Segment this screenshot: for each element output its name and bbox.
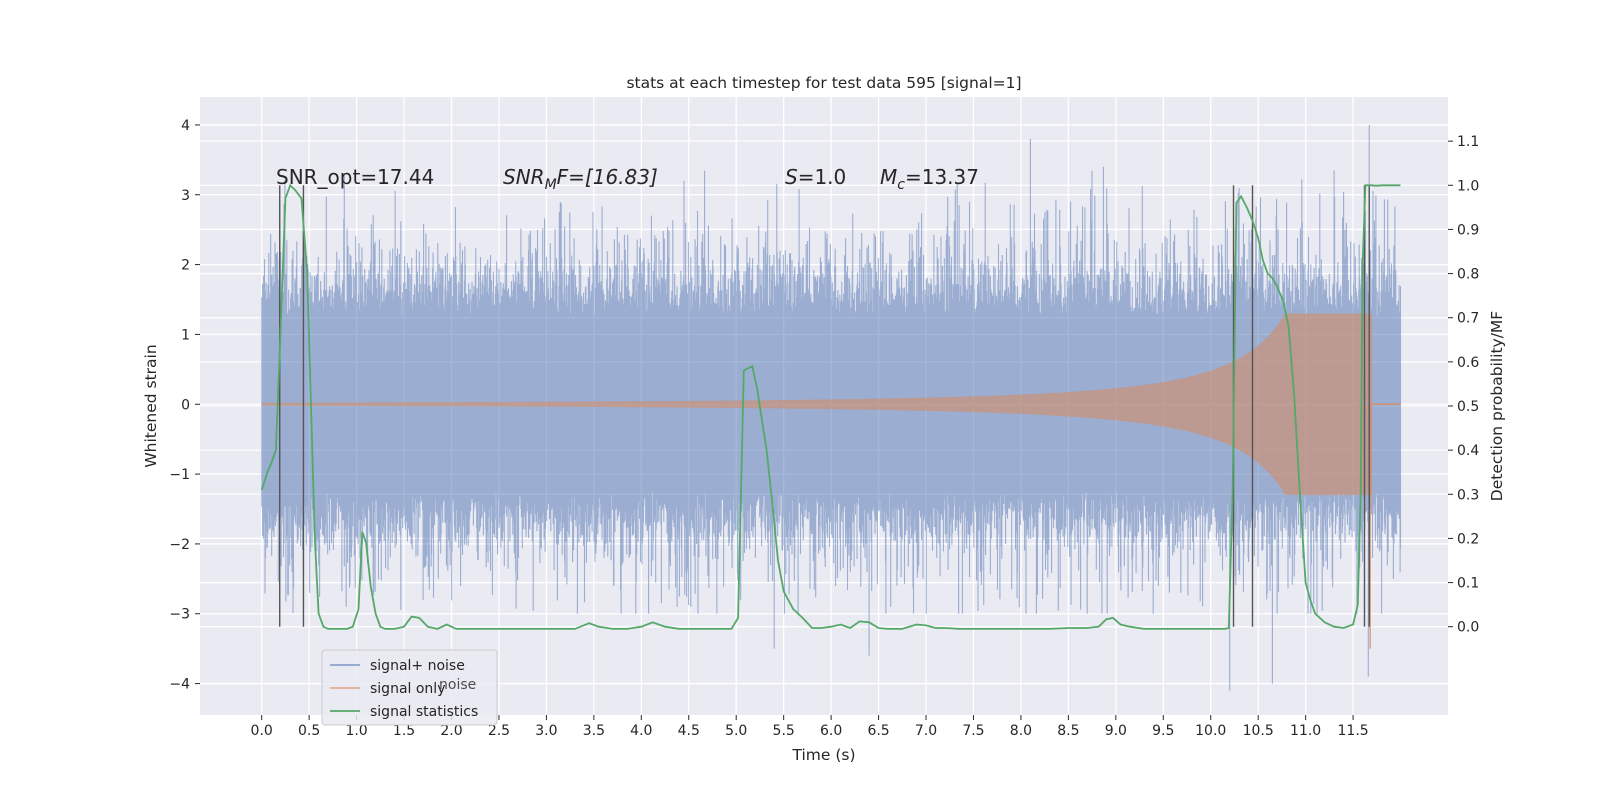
- annotation-snr-mf: SNRMF=[16.83]: [503, 165, 658, 193]
- x-tick-label: 10.0: [1195, 723, 1226, 739]
- y-right-tick-label: 0.7: [1457, 311, 1479, 327]
- y-right-tick-label: 0.6: [1457, 355, 1479, 371]
- annotation-snr-mf-main: SNR: [503, 165, 545, 189]
- chart-title: stats at each timestep for test data 595…: [626, 74, 1021, 92]
- signal-statistics-line: [260, 183, 1401, 630]
- legend-overlap-text: noise: [439, 677, 476, 693]
- legend: noise signal+ noise signal only signal s…: [321, 649, 498, 726]
- x-tick-label: 8.5: [1057, 723, 1079, 739]
- y-right-tick-label: 0.8: [1457, 267, 1479, 283]
- y-left-tick-label: −2: [169, 537, 190, 553]
- x-tick-label: 0.0: [251, 723, 273, 739]
- y-right-tick-label: 1.0: [1457, 178, 1479, 194]
- x-tick-label: 5.5: [773, 723, 795, 739]
- y-left-tick-label: 1: [181, 327, 190, 343]
- y-axis-right-label: Detection probability/MF: [1488, 311, 1506, 502]
- x-tick-label: 4.0: [630, 723, 652, 739]
- y-left-tick-label: −3: [169, 607, 190, 623]
- annotation-mc-main: M: [880, 165, 897, 189]
- y-right-tick-label: 0.3: [1457, 487, 1479, 503]
- y-right-tick-label: 0.4: [1457, 443, 1479, 459]
- y-left-tick-label: −4: [169, 677, 190, 693]
- annotation-mc-rest: =13.37: [905, 165, 979, 189]
- axis-ticks: 0.0 0.5 1.0 1.5 2.0 2.5 3.0 3.5 4.0 4.5 5.0 5.5 6.0 6…: [169, 118, 1479, 739]
- x-tick-label: 5.0: [725, 723, 747, 739]
- legend-entry-signal-only: signal only: [370, 681, 445, 697]
- x-tick-label: 4.5: [678, 723, 700, 739]
- y-left-tick-label: −1: [169, 467, 190, 483]
- x-tick-label: 2.0: [440, 723, 462, 739]
- x-tick-label: 3.5: [583, 723, 605, 739]
- y-left-tick-label: 2: [181, 258, 190, 274]
- annotation-s-main: S: [785, 165, 798, 189]
- statistics-trace: [260, 183, 1401, 630]
- y-left-tick-label: 3: [181, 188, 190, 204]
- strain-traces: [261, 124, 1402, 691]
- annotation-mc-sub: c: [897, 177, 905, 193]
- x-axis-label: Time (s): [791, 746, 855, 764]
- x-tick-label: 9.0: [1105, 723, 1127, 739]
- legend-entry-signal-statistics: signal statistics: [370, 704, 478, 720]
- annotation-snr-opt: SNR_opt=17.44: [276, 165, 434, 189]
- legend-box: [321, 649, 498, 726]
- x-tick-label: 7.0: [915, 723, 937, 739]
- vertical-markers: [279, 185, 1370, 627]
- y-right-tick-label: 0.9: [1457, 222, 1479, 238]
- y-axis-left-label: Whitened strain: [142, 344, 160, 467]
- annotation-snr-mf-rest: F=[16.83]: [557, 165, 658, 189]
- x-tick-label: 10.5: [1243, 723, 1274, 739]
- annotation-snr-mf-sub: M: [545, 177, 557, 193]
- annotation-s-rest: =1.0: [798, 165, 847, 189]
- x-tick-label: 1.5: [393, 723, 415, 739]
- y-left-tick-label: 0: [181, 397, 190, 413]
- y-left-tick-label: 4: [181, 118, 190, 134]
- y-right-tick-label: 0.2: [1457, 531, 1479, 547]
- x-tick-label: 7.5: [962, 723, 984, 739]
- y-right-tick-label: 0.0: [1457, 620, 1479, 636]
- x-tick-label: 6.5: [867, 723, 889, 739]
- annotation-mc: Mc=13.37: [880, 165, 979, 193]
- y-right-tick-label: 0.5: [1457, 399, 1479, 415]
- signal-only-envelope: [261, 313, 1373, 495]
- legend-entry-signal-noise: signal+ noise: [370, 658, 465, 674]
- x-tick-label: 3.0: [535, 723, 557, 739]
- x-tick-label: 8.0: [1010, 723, 1032, 739]
- x-tick-label: 1.0: [345, 723, 367, 739]
- y-right-tick-label: 1.1: [1457, 134, 1479, 150]
- x-tick-label: 9.5: [1152, 723, 1174, 739]
- x-tick-label: 11.5: [1338, 723, 1369, 739]
- x-tick-label: 6.0: [820, 723, 842, 739]
- annotation-s: S=1.0: [785, 165, 846, 189]
- x-tick-label: 2.5: [488, 723, 510, 739]
- x-tick-label: 0.5: [298, 723, 320, 739]
- y-right-tick-label: 0.1: [1457, 576, 1479, 592]
- x-tick-label: 11.0: [1290, 723, 1321, 739]
